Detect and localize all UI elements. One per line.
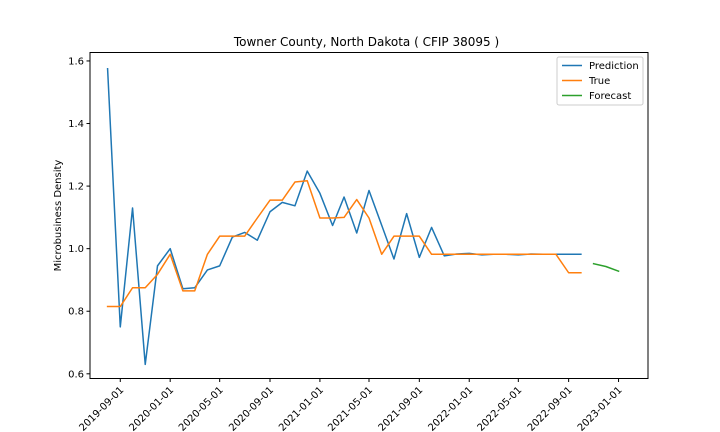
y-tick-label: 1.2 [68, 182, 84, 193]
y-tick-label: 1.6 [68, 56, 84, 67]
legend-label: True [588, 76, 610, 87]
series-line-true [106, 180, 582, 308]
series-line-forecast [592, 262, 620, 273]
y-tick-label: 1.0 [68, 244, 84, 255]
y-axis-ticks: 0.6 0.8 1.0 1.2 1.4 1.6 [68, 56, 90, 380]
series-lines [106, 67, 620, 366]
chart-title: Towner County, North Dakota ( CFIP 38095… [233, 35, 499, 49]
legend: Prediction True Forecast [556, 56, 644, 106]
legend-label: Forecast [589, 91, 631, 102]
y-tick-label: 0.8 [68, 307, 84, 318]
legend-box [556, 56, 644, 106]
y-tick-label: 1.4 [68, 119, 84, 130]
legend-label: Prediction [589, 61, 639, 72]
plot-frame [89, 52, 649, 379]
y-axis-label: Microbusiness Density [53, 160, 64, 272]
y-tick-label: 0.6 [68, 369, 84, 380]
